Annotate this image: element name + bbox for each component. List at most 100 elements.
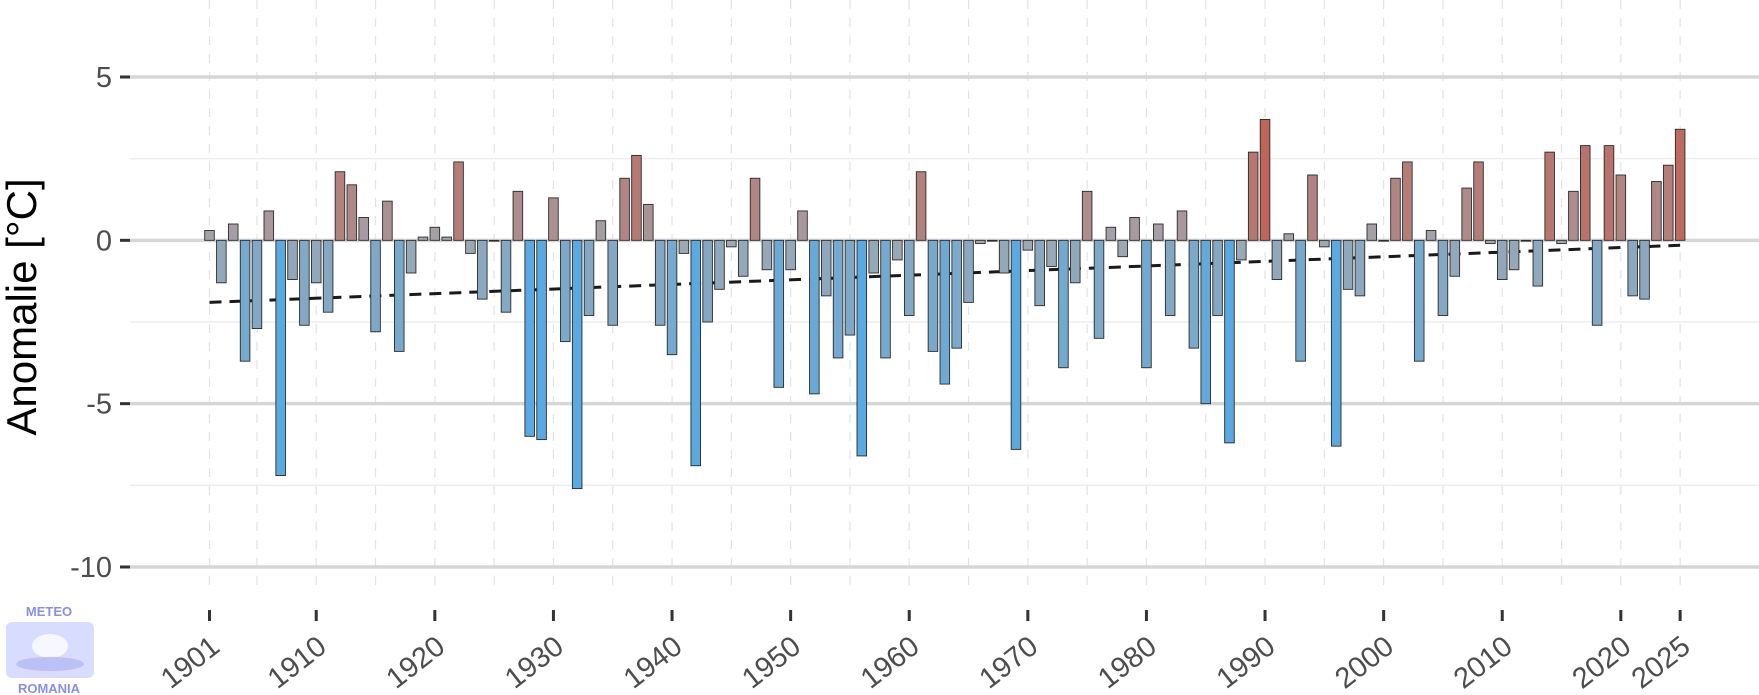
- bar-1969: [1010, 239, 1022, 450]
- logo-text-top: METEO: [26, 604, 72, 619]
- bar-2008: [1473, 161, 1484, 241]
- bar-1986: [1212, 239, 1223, 316]
- bar-1962: [927, 239, 939, 352]
- x-tick-label: 1930: [499, 630, 570, 695]
- x-tick-label: 2025: [1626, 630, 1697, 695]
- bar-1952: [809, 239, 820, 395]
- bar-2025: [1674, 128, 1686, 241]
- bar-1960: [903, 239, 915, 316]
- bar-1922: [453, 161, 464, 241]
- bar-1946: [737, 239, 749, 277]
- bar-1906: [263, 210, 275, 241]
- bar-1970: [1022, 239, 1034, 251]
- bar-1919: [417, 236, 429, 241]
- x-tick-label: 1960: [855, 630, 926, 695]
- bar-1981: [1153, 223, 1164, 241]
- bar-1954: [832, 239, 844, 359]
- bar-1955: [844, 239, 856, 336]
- bar-1953: [820, 239, 832, 297]
- bar-1925: [488, 239, 500, 242]
- bar-2002: [1402, 161, 1413, 241]
- bar-1918: [405, 239, 417, 274]
- bar-1908: [287, 239, 298, 280]
- bar-1974: [1070, 239, 1081, 284]
- bar-1939: [654, 239, 666, 326]
- bar-1967: [987, 239, 998, 242]
- bar-1904: [239, 239, 251, 362]
- x-tick-label: 2010: [1448, 630, 1519, 695]
- x-tick-label: 1901: [155, 630, 226, 695]
- bar-1940: [666, 239, 678, 356]
- bar-2007: [1461, 187, 1472, 241]
- x-tick-label: 1940: [618, 630, 689, 695]
- bar-1913: [346, 184, 358, 241]
- x-tick-label: 1990: [1211, 630, 1282, 695]
- bar-1961: [915, 171, 927, 241]
- bar-1977: [1105, 226, 1117, 241]
- y-axis: 5 0 -5 -10: [70, 62, 130, 584]
- bar-1984: [1188, 239, 1200, 349]
- bar-1949: [773, 239, 785, 388]
- bar-1935: [607, 239, 618, 326]
- bar-1980: [1141, 239, 1152, 369]
- bar-1931: [560, 239, 571, 343]
- bar-1923: [465, 239, 476, 254]
- bar-2024: [1663, 164, 1674, 241]
- bar-1927: [512, 190, 524, 241]
- bar-1914: [358, 217, 369, 241]
- bar-1983: [1176, 210, 1188, 241]
- bar-1963: [939, 239, 951, 385]
- bar-1944: [714, 239, 725, 290]
- bar-1979: [1129, 217, 1140, 241]
- bar-1972: [1046, 239, 1057, 267]
- bar-1971: [1034, 239, 1045, 307]
- bar-1907: [275, 239, 286, 476]
- trend-line: [209, 243, 1681, 304]
- bar-2003: [1413, 239, 1425, 362]
- y-axis-label: Anomalie [°C]: [0, 178, 45, 435]
- bar-2018: [1591, 239, 1603, 326]
- bar-1941: [678, 239, 690, 254]
- bar-1973: [1058, 239, 1069, 369]
- bar-1985: [1200, 239, 1211, 405]
- logo-sun-icon: [32, 634, 68, 658]
- bar-1964: [951, 239, 962, 349]
- bar-1950: [785, 239, 796, 271]
- bar-1956: [856, 239, 868, 457]
- bar-2010: [1496, 239, 1508, 280]
- bar-1928: [524, 239, 535, 437]
- bar-1930: [548, 197, 559, 241]
- bar-1968: [998, 239, 1010, 274]
- bar-1991: [1271, 239, 1283, 280]
- x-tick-label: 2000: [1329, 630, 1400, 695]
- bar-1926: [500, 239, 512, 313]
- x-axis: 1901 1910 1920 1930 1940 1950 1960 1970 1980 1990…: [155, 610, 1696, 695]
- bar-1990: [1259, 119, 1271, 241]
- bar-1994: [1307, 174, 1318, 241]
- bar-1951: [797, 210, 808, 241]
- bar-1942: [690, 239, 702, 467]
- bar-1997: [1342, 239, 1354, 290]
- bar-1998: [1354, 239, 1366, 297]
- x-tick-label: 1980: [1092, 630, 1163, 695]
- y-tick-label: -10: [70, 552, 112, 584]
- y-tick-label: -5: [86, 389, 112, 421]
- bar-2012: [1520, 239, 1532, 242]
- bar-1929: [536, 239, 547, 441]
- trend-line-group: [209, 243, 1681, 304]
- bar-2023: [1651, 181, 1662, 241]
- bar-1959: [892, 239, 903, 261]
- bar-1975: [1081, 190, 1093, 241]
- y-tick-label: 0: [96, 225, 112, 257]
- bar-1996: [1330, 239, 1342, 447]
- bar-1909: [299, 239, 310, 326]
- bar-2022: [1639, 239, 1650, 300]
- x-tick-label: 1910: [262, 630, 333, 695]
- bar-1943: [702, 239, 713, 323]
- bar-2021: [1627, 239, 1638, 297]
- bar-2004: [1425, 230, 1437, 241]
- bar-2005: [1437, 239, 1449, 316]
- bar-1933: [583, 239, 595, 316]
- bar-2019: [1603, 145, 1615, 241]
